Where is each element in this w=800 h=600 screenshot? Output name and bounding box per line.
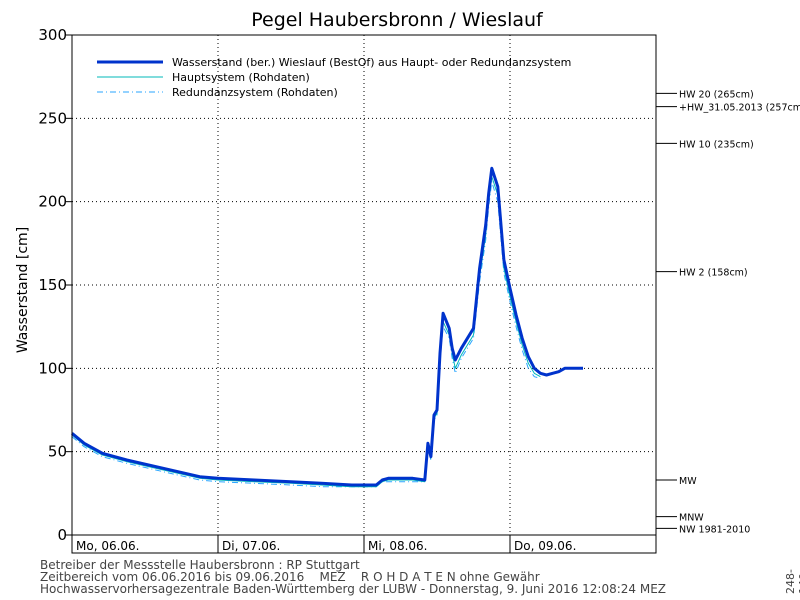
chart-title: Pegel Haubersbronn / Wieslauf (251, 9, 544, 31)
y-axis-ticks: 0 50 100 150 200 250 300 (38, 26, 72, 544)
footer-code: 248-140 (784, 569, 800, 594)
y-tick-label: 250 (38, 109, 67, 127)
y-tick-label: 0 (57, 526, 67, 544)
day-label: Mi, 08.06. (368, 539, 427, 553)
threshold-label: MW (679, 476, 697, 487)
threshold-label: NW 1981-2010 (679, 524, 750, 535)
y-tick-label: 150 (38, 276, 67, 294)
threshold-markers: HW 20 (265cm) +HW_31.05.2013 (257cm) HW 10… (656, 89, 800, 535)
threshold-label: HW 10 (235cm) (679, 139, 754, 150)
footer-issuer: Hochwasservorhersagezentrale Baden-Württ… (40, 582, 667, 596)
legend-label: Wasserstand (ber.) Wieslauf (BestOf) aus… (172, 56, 571, 69)
threshold-label: MNW (679, 513, 704, 524)
threshold-label: HW 20 (265cm) (679, 89, 754, 100)
footer-time-range: Zeitbereich vom 06.06.2016 bis 09.06.201… (40, 570, 540, 584)
y-tick-label: 300 (38, 26, 67, 44)
series-lines (71, 166, 583, 488)
threshold-label: HW 2 (158cm) (679, 268, 748, 279)
legend: Wasserstand (ber.) Wieslauf (BestOf) aus… (97, 56, 571, 99)
x-axis-days: Mo, 06.06. Di, 07.06. Mi, 08.06. Do, 09.06. (76, 535, 576, 553)
y-tick-label: 200 (38, 193, 67, 211)
series-line (71, 166, 583, 487)
day-label: Mo, 06.06. (76, 539, 140, 553)
day-label: Do, 09.06. (514, 539, 576, 553)
legend-label: Redundanzsystem (Rohdaten) (172, 86, 338, 99)
y-tick-label: 100 (38, 359, 67, 377)
day-label: Di, 07.06. (222, 539, 280, 553)
y-axis-label: Wasserstand [cm] (15, 227, 31, 353)
grid (72, 35, 656, 535)
legend-label: Hauptsystem (Rohdaten) (172, 71, 310, 84)
y-tick-label: 50 (48, 443, 67, 461)
footer-operator: Betreiber der Messstelle Haubersbronn : … (40, 558, 360, 572)
threshold-label: +HW_31.05.2013 (257cm) (679, 103, 800, 114)
